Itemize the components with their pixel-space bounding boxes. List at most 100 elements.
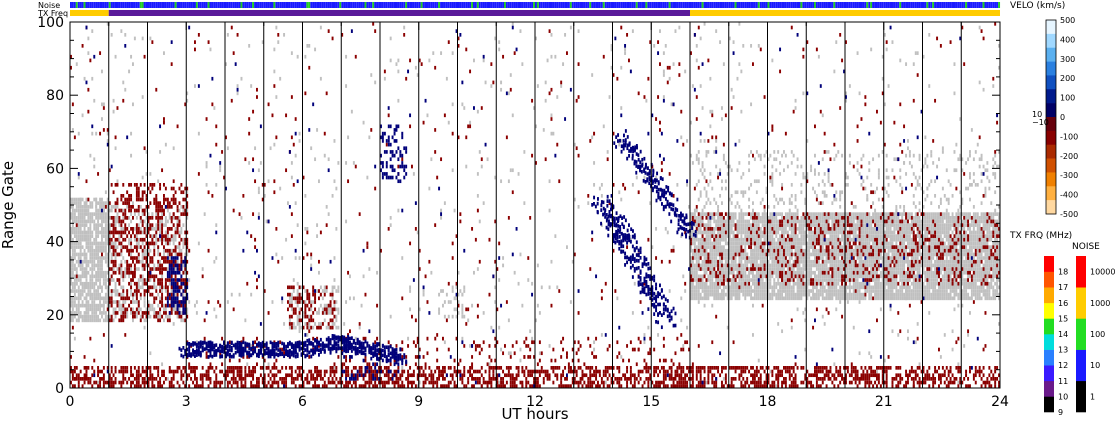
scatter-cell bbox=[930, 227, 933, 231]
noise-bar-cell bbox=[316, 2, 319, 8]
scatter-cell bbox=[71, 303, 74, 308]
scatter-cell bbox=[726, 267, 729, 271]
scatter-cell bbox=[110, 292, 113, 297]
scatter-cell bbox=[893, 216, 896, 220]
scatter-cell bbox=[951, 241, 954, 246]
scatter-cell bbox=[854, 234, 857, 238]
scatter-cell bbox=[724, 263, 727, 268]
scatter-cell bbox=[947, 216, 950, 220]
scatter-cell bbox=[186, 216, 189, 220]
scatter-cell bbox=[976, 227, 979, 231]
scatter-cell bbox=[959, 223, 962, 227]
scatter-cell bbox=[77, 307, 80, 312]
scatter-cell bbox=[955, 270, 958, 275]
scatter-cell bbox=[969, 263, 971, 268]
scatter-cell bbox=[73, 285, 76, 290]
scatter-cell bbox=[728, 230, 731, 235]
scatter-cell bbox=[732, 289, 735, 293]
scatter-cell bbox=[974, 234, 977, 238]
scatter-cell bbox=[877, 285, 880, 290]
scatter-cell bbox=[872, 289, 875, 293]
noise-bar-cell bbox=[734, 2, 737, 8]
scatter-cell bbox=[104, 227, 107, 231]
scatter-cell bbox=[106, 314, 109, 319]
scatter-cell bbox=[722, 256, 725, 260]
scatter-cell bbox=[872, 259, 875, 264]
scatter-cell bbox=[806, 278, 809, 282]
scatter-cell bbox=[870, 223, 873, 227]
scatter-cell bbox=[711, 267, 714, 271]
scatter-cell bbox=[166, 252, 169, 257]
scatter-cell bbox=[959, 234, 962, 238]
scatter-cell bbox=[938, 234, 940, 238]
scatter-cell bbox=[916, 292, 919, 297]
scatter-cell bbox=[854, 227, 857, 231]
scatter-cell bbox=[693, 223, 696, 227]
scatter-cell bbox=[992, 270, 995, 275]
scatter-cell bbox=[887, 267, 890, 271]
scatter-cell bbox=[70, 230, 72, 235]
scatter-cell bbox=[753, 259, 756, 264]
scatter-cell bbox=[135, 267, 138, 271]
scatter-cell bbox=[771, 274, 774, 279]
scatter-cell bbox=[808, 274, 811, 279]
scatter-cell bbox=[781, 227, 784, 231]
scatter-cell bbox=[783, 274, 785, 279]
noise-bar-cell bbox=[812, 2, 815, 8]
scatter-cell bbox=[862, 292, 865, 297]
scatter-cell bbox=[860, 263, 863, 268]
scatter-cell bbox=[97, 201, 100, 205]
scatter-cell bbox=[990, 281, 993, 286]
noise-bar-cell bbox=[963, 2, 966, 8]
scatter-cell bbox=[841, 270, 844, 275]
scatter-cell bbox=[819, 241, 822, 246]
scatter-cell bbox=[128, 237, 131, 242]
scatter-cell bbox=[831, 219, 834, 224]
scatter-cell bbox=[709, 245, 712, 249]
scatter-cell bbox=[788, 252, 791, 257]
scatter-cell bbox=[81, 216, 84, 220]
noise-bar-cell bbox=[668, 2, 671, 8]
scatter-cell bbox=[73, 296, 76, 301]
scatter-cell bbox=[833, 248, 836, 253]
scatter-cell bbox=[102, 318, 105, 323]
scatter-cell bbox=[139, 278, 142, 282]
scatter-cell bbox=[879, 256, 882, 260]
scatter-cell bbox=[732, 223, 735, 227]
scatter-cell bbox=[982, 281, 985, 286]
scatter-cell bbox=[821, 296, 824, 301]
scatter-cell bbox=[713, 241, 716, 246]
scatter-cell bbox=[728, 223, 731, 227]
scatter-cell bbox=[695, 289, 698, 293]
noise-bar-cell bbox=[445, 2, 448, 8]
scatter-cell bbox=[71, 219, 74, 224]
scatter-cell bbox=[825, 216, 828, 220]
scatter-cell bbox=[926, 259, 929, 264]
scatter-cell bbox=[786, 223, 789, 227]
scatter-cell bbox=[883, 296, 886, 301]
scatter-cell bbox=[831, 223, 834, 227]
noise-bar-cell bbox=[312, 2, 315, 8]
scatter-cell bbox=[885, 256, 888, 260]
noise-bar-cell bbox=[767, 2, 770, 8]
scatter-cell bbox=[920, 259, 923, 264]
scatter-cell bbox=[926, 256, 929, 260]
scatter-cell bbox=[800, 216, 803, 220]
scatter-cell bbox=[759, 259, 762, 264]
scatter-cell bbox=[155, 237, 158, 242]
scatter-cell bbox=[825, 292, 828, 297]
scatter-cell bbox=[891, 270, 894, 275]
scatter-cell bbox=[794, 248, 797, 253]
noise-bar-cell bbox=[393, 2, 396, 8]
scatter-cell bbox=[978, 230, 981, 235]
scatter-cell bbox=[953, 219, 956, 224]
scatter-cell bbox=[773, 285, 776, 290]
scatter-cell bbox=[924, 252, 927, 257]
scatter-cell bbox=[699, 219, 702, 224]
scatter-cell bbox=[976, 296, 979, 301]
scatter-cell bbox=[116, 267, 119, 271]
scatter-cell bbox=[938, 263, 940, 268]
noise-bar-cell bbox=[339, 2, 342, 8]
scatter-cell bbox=[724, 179, 727, 184]
scatter-cell bbox=[965, 241, 968, 246]
